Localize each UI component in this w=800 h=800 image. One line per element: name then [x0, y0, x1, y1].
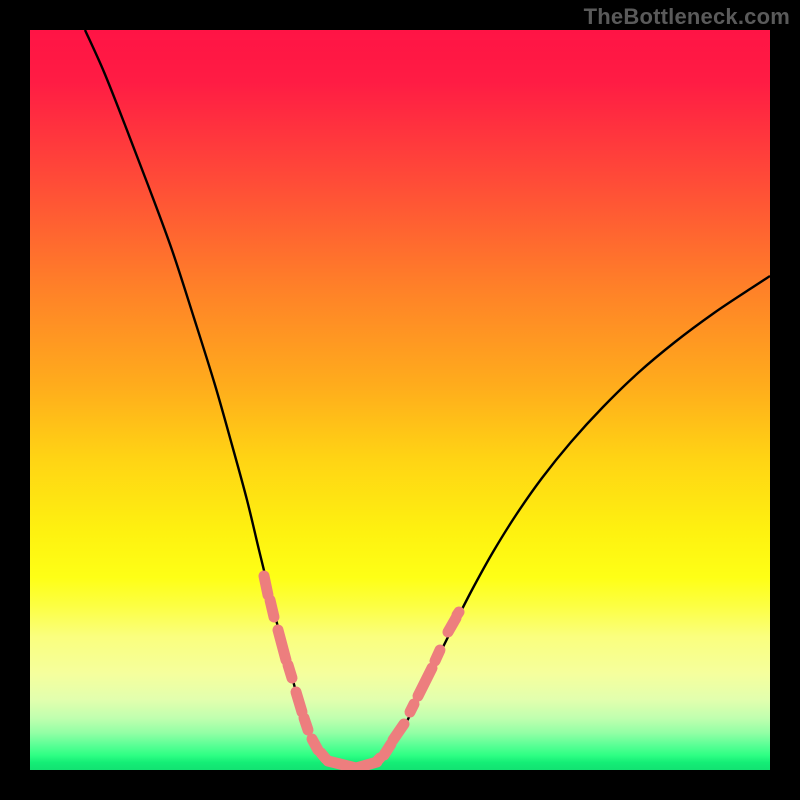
chart-container: TheBottleneck.com: [0, 0, 800, 800]
curve-layer: [30, 30, 770, 770]
bottleneck-curve: [85, 30, 770, 768]
watermark-text: TheBottleneck.com: [584, 4, 790, 30]
plot-area: [30, 30, 770, 770]
highlight-marks: [264, 576, 459, 768]
